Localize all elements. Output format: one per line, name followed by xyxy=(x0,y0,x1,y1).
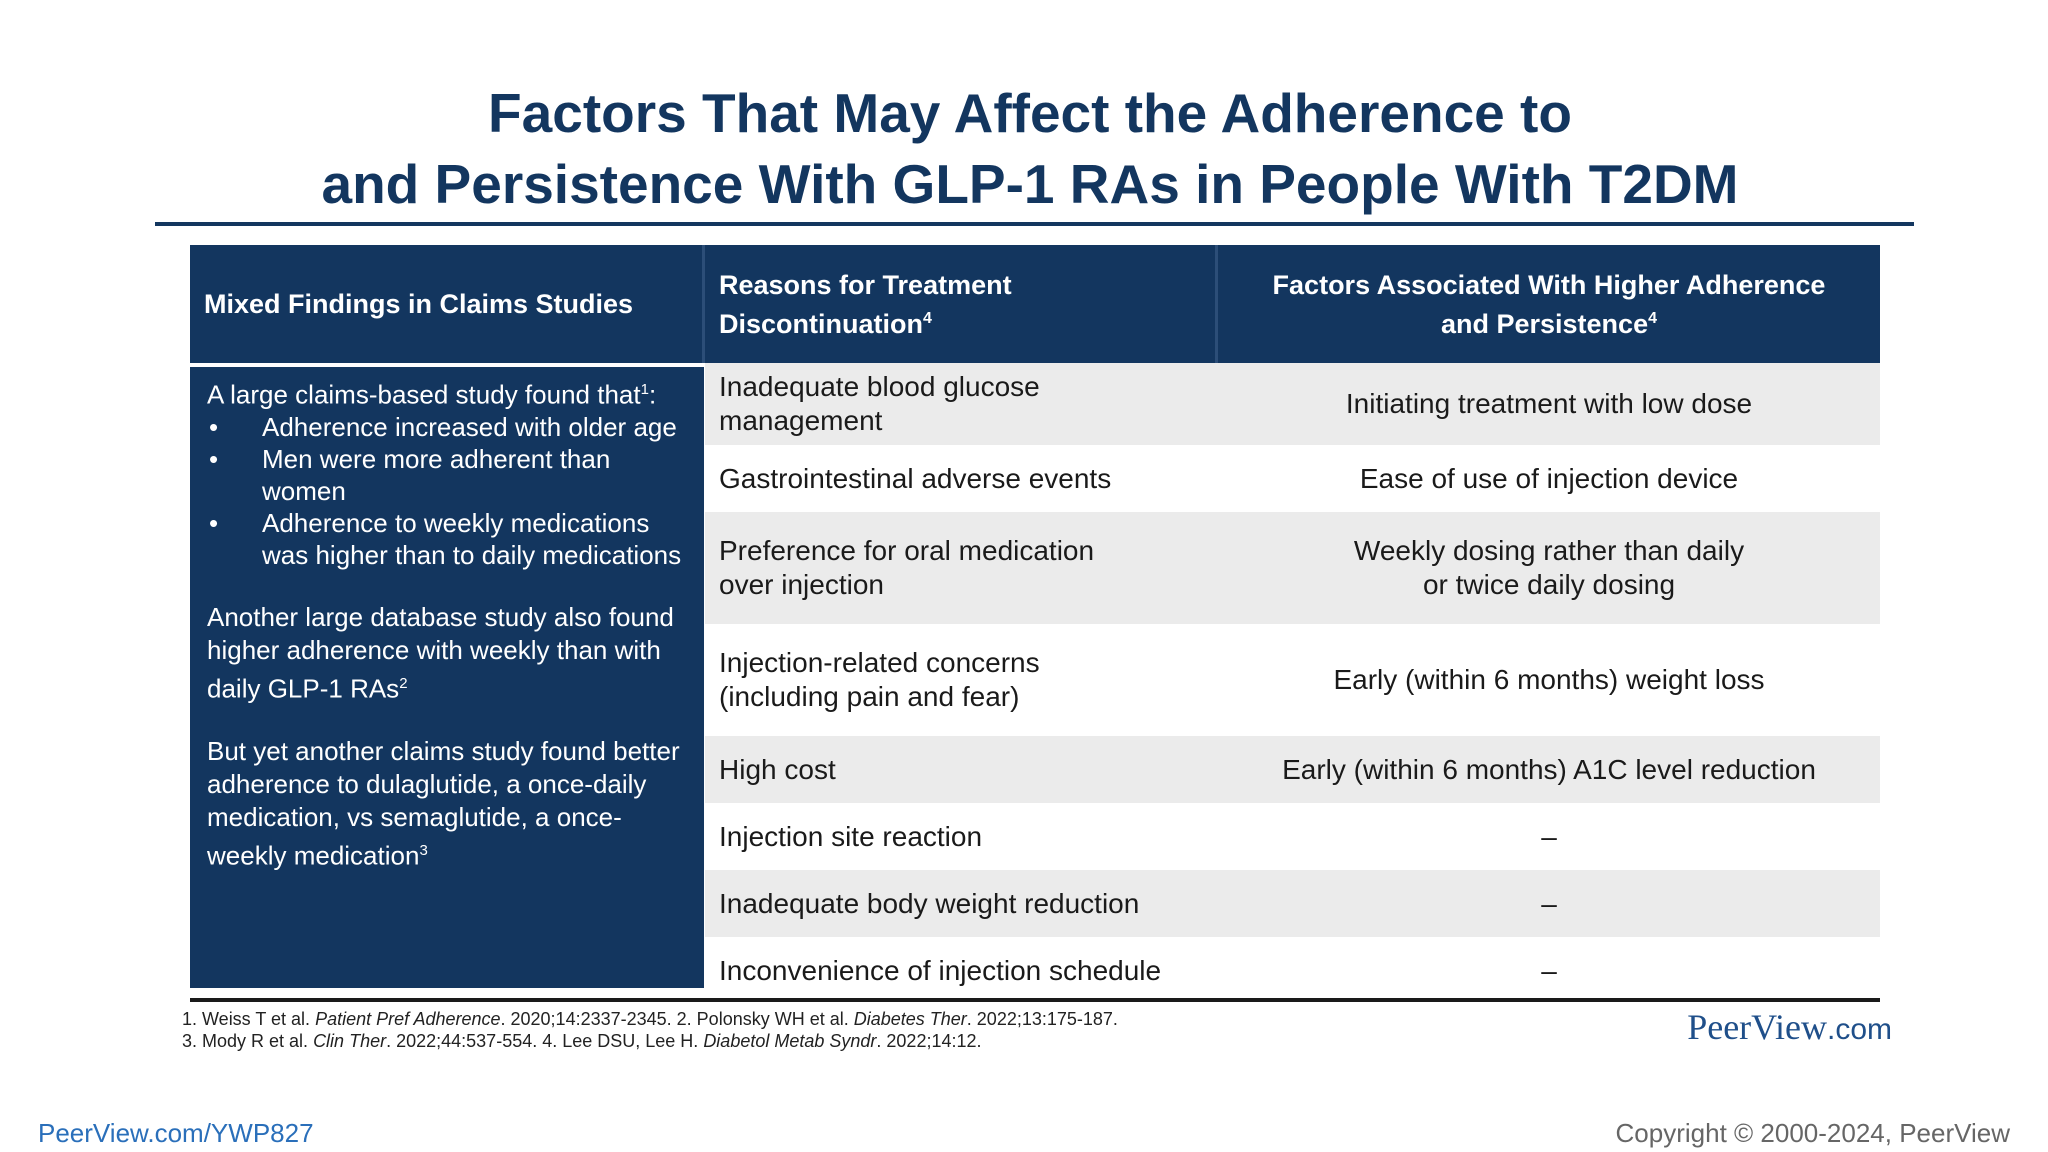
mixed-findings-panel: A large claims-based study found that1: … xyxy=(190,367,704,988)
table-row: Gastrointestinal adverse events Ease of … xyxy=(705,445,1880,512)
reason-text-line1: High cost xyxy=(719,753,836,785)
factor-text-line1: Early (within 6 months) weight loss xyxy=(1333,664,1765,695)
panel-intro-footnote: 1 xyxy=(640,381,649,398)
header-factors-line1: Factors Associated With Higher Adherence xyxy=(1272,269,1826,300)
header-mixed-findings: Mixed Findings in Claims Studies xyxy=(190,245,705,363)
brand-suffix: .com xyxy=(1826,1013,1892,1046)
factor-cell: – xyxy=(1218,820,1880,854)
references-line-1: 1. Weiss T et al. Patient Pref Adherence… xyxy=(182,1008,1118,1030)
references-line-2: 3. Mody R et al. Clin Ther. 2022;44:537-… xyxy=(182,1030,1118,1052)
brand-name: PeerView xyxy=(1687,1007,1827,1047)
panel-intro-text: A large claims-based study found that xyxy=(207,379,641,410)
factor-cell: Ease of use of injection device xyxy=(1218,462,1880,496)
title-line-1: Factors That May Affect the Adherence to xyxy=(488,82,1572,144)
reason-text-line1: Inconvenience of injection schedule xyxy=(719,954,1162,986)
header-reasons-line2: Discontinuation xyxy=(719,308,923,339)
reason-text-line1: Gastrointestinal adverse events xyxy=(719,462,1112,494)
table-body: Inadequate blood glucose management Initi… xyxy=(705,363,1880,1004)
title-divider xyxy=(155,222,1914,226)
table-row: High cost Early (within 6 months) A1C le… xyxy=(705,736,1880,803)
reason-text-line2: over injection xyxy=(719,569,884,600)
reason-text-line1: Injection-related concerns xyxy=(719,647,1040,678)
table-row: Injection-related concerns (including pai… xyxy=(705,624,1880,736)
factor-cell: – xyxy=(1218,954,1880,988)
factor-text-line2: or twice daily dosing xyxy=(1422,569,1676,600)
reason-cell: Preference for oral medication over injec… xyxy=(705,534,1218,602)
panel-paragraph-2-text: Another large database study also found … xyxy=(207,601,674,704)
list-item: Adherence increased with older age xyxy=(207,411,692,443)
table-header-row: Mixed Findings in Claims Studies Reasons… xyxy=(190,245,1880,363)
peerview-logo: PeerView.com xyxy=(1687,1006,1892,1048)
header-reasons-line1: Reasons for Treatment xyxy=(719,269,1012,300)
reason-text-line1: Preference for oral medication xyxy=(719,535,1095,566)
reason-cell: High cost xyxy=(705,753,1218,787)
reason-cell: Gastrointestinal adverse events xyxy=(705,462,1218,496)
reason-cell: Inadequate blood glucose management xyxy=(705,370,1218,438)
reference-text: . 2020;14:2337-2345. 2. Polonsky WH et a… xyxy=(500,1009,854,1029)
reference-text: . 2022;14:12. xyxy=(876,1031,982,1051)
reference-journal: Patient Pref Adherence xyxy=(315,1009,501,1029)
reason-text-line2: (including pain and fear) xyxy=(719,681,1020,712)
factor-text-line1: – xyxy=(1541,954,1557,986)
table-row: Inadequate blood glucose management Initi… xyxy=(705,363,1880,445)
reference-journal: Diabetol Metab Syndr xyxy=(703,1031,877,1051)
slide-title: Factors That May Affect the Adherence to… xyxy=(150,78,1910,220)
reason-cell: Inadequate body weight reduction xyxy=(705,887,1218,921)
factor-text-line1: – xyxy=(1541,887,1557,919)
factor-cell: Early (within 6 months) A1C level reduct… xyxy=(1218,753,1880,787)
panel-paragraph-3-footnote: 3 xyxy=(419,842,428,860)
table-row: Inconvenience of injection schedule – xyxy=(705,937,1880,1004)
table-row: Preference for oral medication over injec… xyxy=(705,512,1880,624)
reference-text: 3. Mody R et al. xyxy=(182,1031,314,1051)
factor-cell: Weekly dosing rather than daily or twice … xyxy=(1218,534,1880,602)
copyright-notice: Copyright © 2000-2024, PeerView xyxy=(1615,1118,2010,1148)
list-item: Men were more adherent than women xyxy=(207,443,692,507)
list-item: Adherence to weekly medications was high… xyxy=(207,507,692,571)
panel-paragraph-3: But yet another claims study found bette… xyxy=(207,735,692,873)
reference-text: . 2022;13:175-187. xyxy=(966,1009,1118,1029)
header-factors-line2: and Persistence xyxy=(1440,308,1649,339)
table-row: Inadequate body weight reduction – xyxy=(705,870,1880,937)
table-bottom-divider xyxy=(190,998,1880,1002)
reference-journal: Clin Ther xyxy=(313,1031,387,1051)
table-row: Injection site reaction – xyxy=(705,803,1880,870)
reason-cell: Injection site reaction xyxy=(705,820,1218,854)
reference-text: . 2022;44:537-554. 4. Lee DSU, Lee H. xyxy=(386,1031,704,1051)
factor-text-line1: Initiating treatment with low dose xyxy=(1345,388,1753,419)
reference-journal: Diabetes Ther xyxy=(853,1009,967,1029)
factor-text-line1: – xyxy=(1541,820,1557,852)
panel-intro: A large claims-based study found that1: xyxy=(207,374,692,411)
factor-text-line1: Early (within 6 months) A1C level reduct… xyxy=(1282,753,1816,785)
panel-intro-colon: : xyxy=(648,379,657,410)
panel-bullet-list: Adherence increased with older age Men w… xyxy=(207,411,692,571)
factor-cell: Early (within 6 months) weight loss xyxy=(1218,663,1880,697)
header-reasons-footnote: 4 xyxy=(923,309,932,327)
reason-text-line1: Injection site reaction xyxy=(719,820,983,852)
factor-cell: – xyxy=(1218,887,1880,921)
header-mixed-findings-label: Mixed Findings in Claims Studies xyxy=(204,289,634,319)
factor-text-line1: Weekly dosing rather than daily xyxy=(1353,535,1745,566)
header-higher-adherence-factors: Factors Associated With Higher Adherence… xyxy=(1218,245,1880,363)
reason-cell: Inconvenience of injection schedule xyxy=(705,954,1218,988)
program-link[interactable]: PeerView.com/YWP827 xyxy=(38,1118,314,1148)
header-factors-footnote: 4 xyxy=(1648,309,1657,327)
reference-text: 1. Weiss T et al. xyxy=(182,1009,316,1029)
reason-text-line1: Inadequate blood glucose xyxy=(719,371,1040,402)
references: 1. Weiss T et al. Patient Pref Adherence… xyxy=(182,1008,1118,1052)
panel-paragraph-3-text: But yet another claims study found bette… xyxy=(207,736,680,871)
header-reasons-discontinuation: Reasons for Treatment Discontinuation4 xyxy=(705,245,1218,363)
reason-text-line1: Inadequate body weight reduction xyxy=(719,887,1140,919)
reason-cell: Injection-related concerns (including pai… xyxy=(705,646,1218,714)
title-line-2: and Persistence With GLP-1 RAs in People… xyxy=(321,153,1739,215)
panel-paragraph-2: Another large database study also found … xyxy=(207,601,692,706)
reason-text-line2: management xyxy=(719,405,883,436)
factor-text-line1: Ease of use of injection device xyxy=(1359,462,1739,494)
panel-paragraph-2-footnote: 2 xyxy=(399,674,408,692)
factor-cell: Initiating treatment with low dose xyxy=(1218,387,1880,421)
